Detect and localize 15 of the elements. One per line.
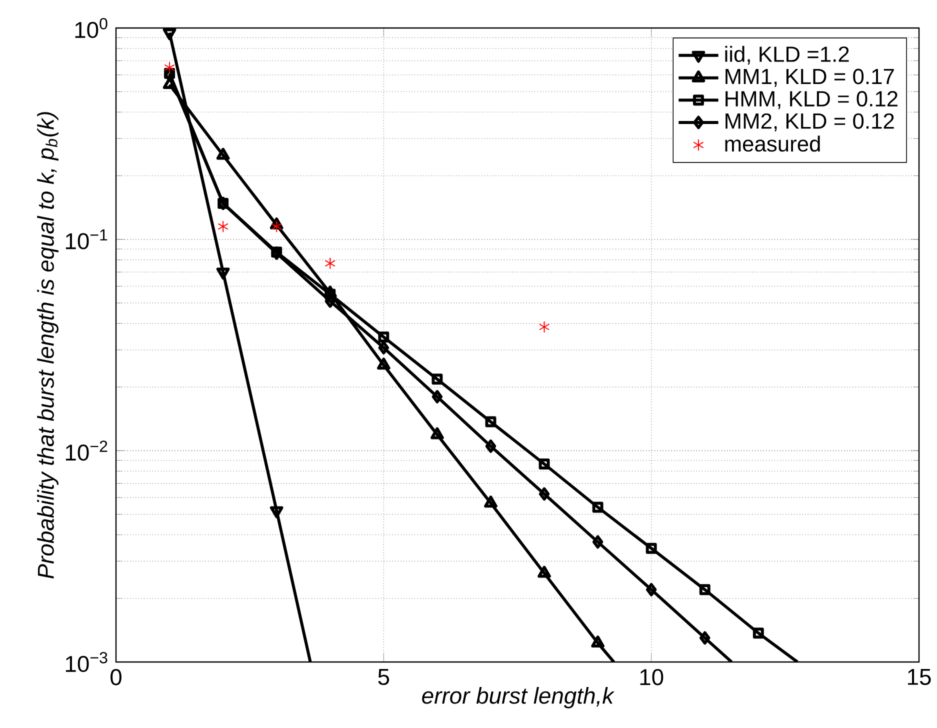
x-tick-label: 10 [640, 669, 664, 686]
legend-label: MM1, KLD = 0.17 [726, 68, 894, 87]
x-tick-label: 5 [378, 669, 390, 686]
y-tick-label: 10$^{−1}$ [66, 229, 108, 250]
legend-label: iid, KLD =1.2 [725, 46, 849, 65]
x-axis-title: error burst length,k [422, 687, 615, 708]
y-tick-label: 10$^{0}$ [75, 18, 108, 38]
legend-label: measured [725, 136, 820, 152]
y-axis-title: Probability that burst length is equal to k, p$_{b}$(k) [37, 112, 58, 579]
y-tick-label: 10$^{−3}$ [66, 652, 108, 672]
x-tick-label: 0 [110, 669, 122, 686]
y-tick-label: 10$^{−2}$ [66, 440, 108, 461]
x-tick-label: 15 [908, 669, 931, 686]
legend-label: MM2, KLD = 0.12 [726, 113, 894, 132]
legend-label: HMM, KLD = 0.12 [726, 91, 898, 110]
